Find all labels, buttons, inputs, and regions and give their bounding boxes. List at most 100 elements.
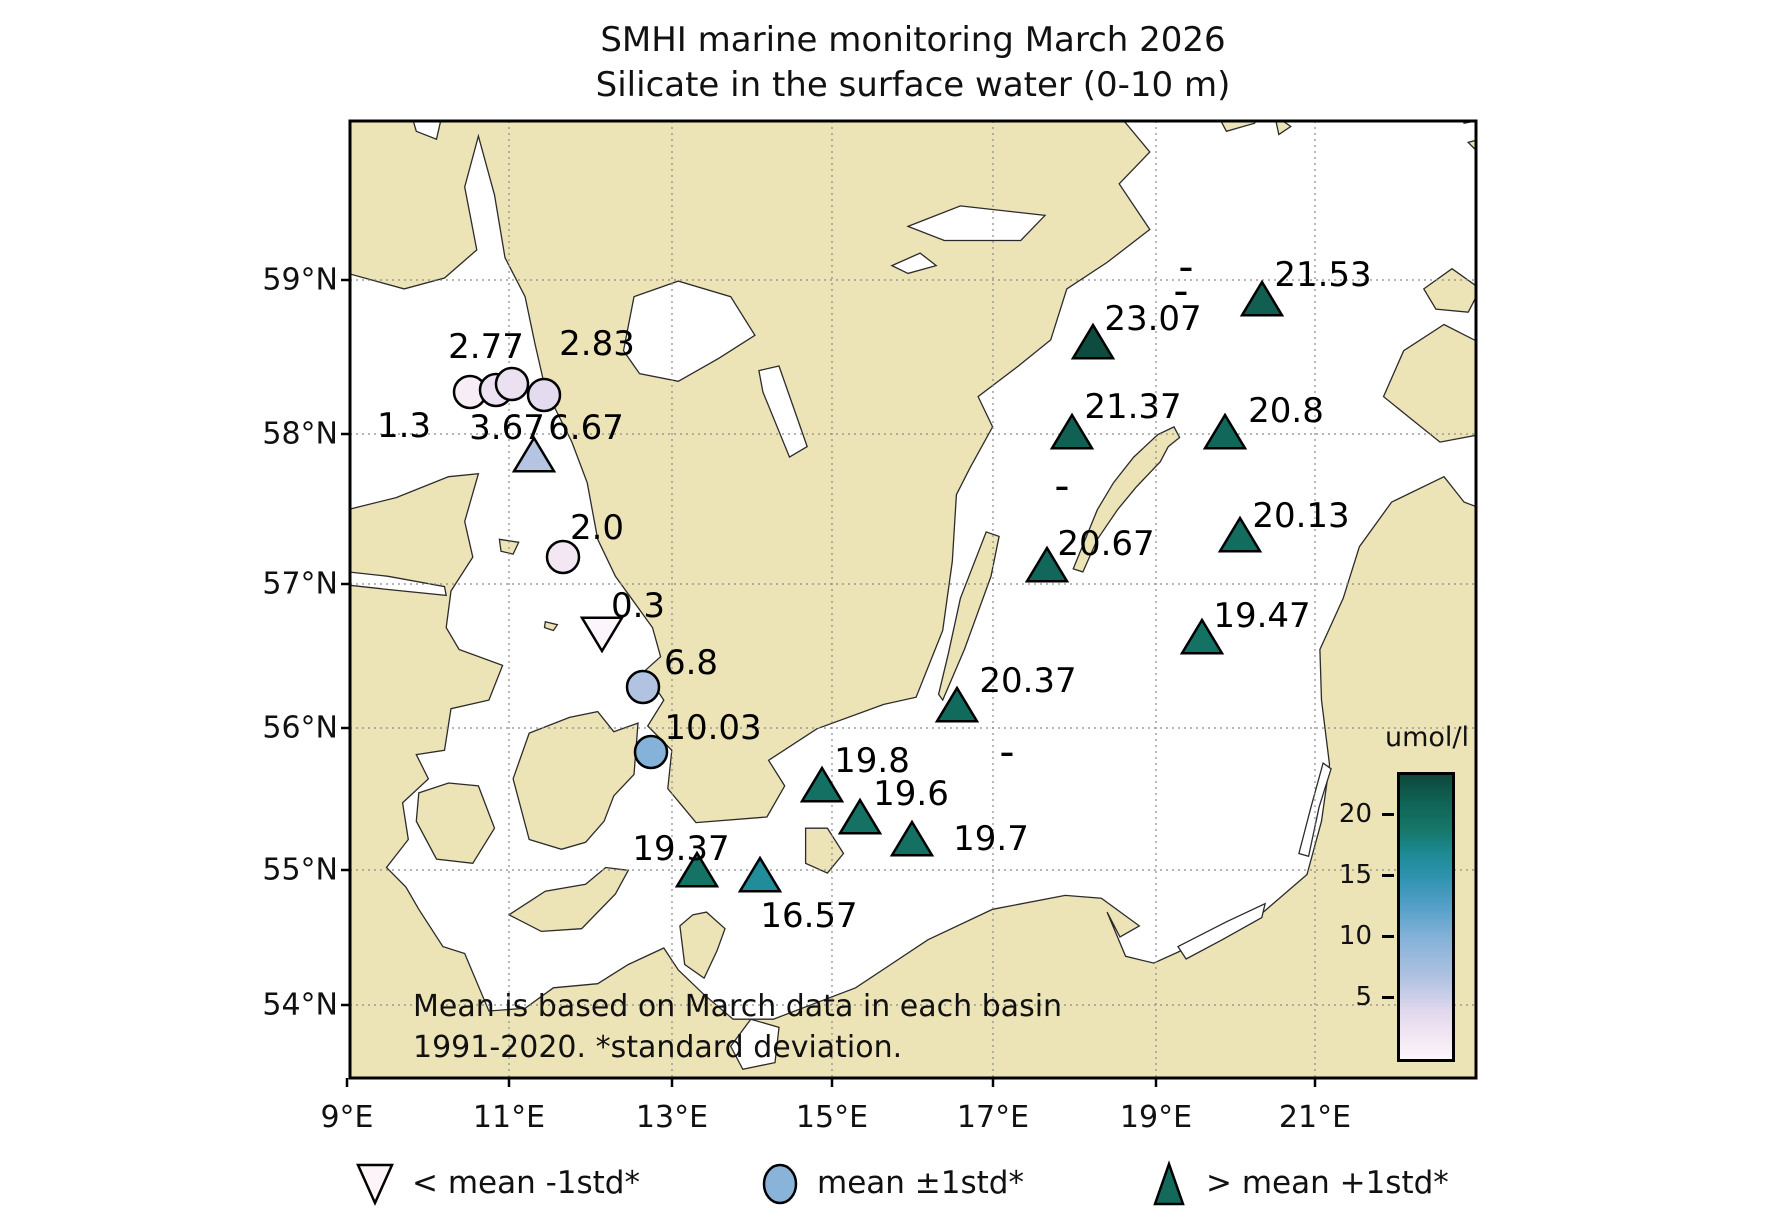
- station-value-label: 20.37: [979, 661, 1076, 701]
- colorbar: [1397, 772, 1455, 1062]
- x-tick-label-11degE: 11°E: [472, 1100, 546, 1135]
- station-markers: [452, 279, 1285, 893]
- land-laesoe: [498, 538, 520, 555]
- station-marker-circle: [526, 377, 562, 413]
- x-tick-label-19degE: 19°E: [1119, 1100, 1193, 1135]
- no-data-dash: -: [999, 727, 1014, 776]
- station-value-label: 20.13: [1252, 496, 1349, 536]
- land-funen: [415, 782, 496, 864]
- y-tick-label-56degN: 56°N: [262, 710, 338, 746]
- station-marker-triangle-up: [837, 797, 883, 835]
- grid-lines: [350, 121, 1476, 1078]
- colorbar-tick-mark: [1382, 934, 1394, 938]
- station-value-label: 21.37: [1084, 387, 1181, 427]
- land-mainland-south: [350, 472, 1476, 1078]
- water-vistula-lagoon: [1177, 902, 1267, 960]
- figure-title: SMHI marine monitoring March 2026 Silica…: [0, 18, 1773, 108]
- no-data-dash: -: [1173, 266, 1188, 315]
- water-curonian-lagoon: [1298, 762, 1332, 858]
- x-tick-label-21degE: 21°E: [1278, 1100, 1352, 1135]
- water-szczecin-lagoon: [729, 1018, 780, 1071]
- legend-item-above-mean: > mean +1std*: [1146, 1157, 1449, 1209]
- station-value-label: 19.6: [873, 774, 949, 814]
- station-marker-circle: [633, 734, 669, 770]
- station-marker-triangle-up: [1239, 279, 1285, 317]
- water-lake-hjalmaren: [890, 252, 938, 275]
- station-value-label: 2.83: [559, 324, 635, 364]
- station-marker-triangle-up: [1202, 412, 1248, 450]
- colorbar-tick-label-5: 5: [1355, 982, 1372, 1013]
- station-marker-triangle-up: [1024, 545, 1070, 583]
- colorbar-tick-mark: [1382, 995, 1394, 999]
- station-value-label: 1.3: [377, 406, 431, 446]
- x-tick-label-15degE: 15°E: [795, 1100, 869, 1135]
- legend-item-within-mean: mean ±1std*: [757, 1157, 1024, 1209]
- circle-icon: [762, 1163, 798, 1205]
- station-marker-triangle-up: [1049, 412, 1095, 450]
- station-marker-triangle-up: [511, 435, 557, 473]
- land-anholt: [543, 621, 559, 632]
- station-marker-triangle-up: [1070, 322, 1116, 360]
- station-value-label: 10.03: [664, 708, 761, 748]
- colorbar-tick-label-10: 10: [1338, 921, 1372, 952]
- station-value-label: 21.53: [1274, 255, 1371, 295]
- method-annotation-line2: 1991-2020. *standard deviation.: [413, 1030, 903, 1065]
- station-marker-triangle-up: [1179, 617, 1225, 655]
- station-value-label: 19.47: [1213, 596, 1310, 636]
- station-value-labels: 1.3 2.77 2.83 3.67 6.67 2.0 0.3 6.8 10.03 19.37 16…: [377, 242, 1372, 936]
- station-value-label: 6.67: [548, 408, 624, 448]
- station-marker-triangle-up: [1217, 515, 1263, 553]
- station-value-label: 2.0: [570, 508, 624, 548]
- station-value-label: 19.8: [834, 741, 910, 781]
- station-marker-triangle-up: [674, 850, 720, 888]
- land-gotland: [1072, 426, 1181, 573]
- axis-tick-marks: [341, 278, 1317, 1087]
- land-finnish-islet-2: [1466, 139, 1476, 152]
- x-tick-label-9degE: 9°E: [320, 1100, 374, 1135]
- station-value-label: 3.67: [469, 408, 545, 448]
- station-value-label: 0.3: [611, 586, 665, 626]
- station-marker-triangle-up: [934, 685, 980, 723]
- colorbar-tick-label-15: 15: [1338, 860, 1372, 891]
- legend-label-below-mean: < mean -1std*: [412, 1165, 640, 1201]
- legend-label-within-mean: mean ±1std*: [817, 1165, 1024, 1201]
- station-marker-circle: [545, 539, 581, 575]
- station-value-label: 20.67: [1057, 524, 1154, 564]
- station-marker-triangle-up: [737, 855, 783, 893]
- land-saaremaa: [1382, 323, 1476, 443]
- y-tick-label-54degN: 54°N: [262, 987, 338, 1023]
- land-aland-2: [1275, 121, 1292, 136]
- land-lolland-falster: [507, 866, 630, 933]
- station-marker-circle: [625, 669, 661, 705]
- station-marker-triangle-down: [579, 616, 625, 654]
- triangle-up-icon: [1153, 1160, 1185, 1206]
- land-scandinavia: [350, 121, 1151, 824]
- colorbar-tick-mark: [1382, 873, 1394, 877]
- land-zealand: [512, 710, 639, 850]
- figure-title-line2: Silicate in the surface water (0-10 m): [595, 65, 1231, 105]
- colorbar-tick-mark: [1382, 812, 1394, 816]
- method-annotation-line1: Mean is based on March data in each basi…: [413, 989, 1063, 1024]
- colorbar-tick-label-20: 20: [1338, 799, 1372, 830]
- station-marker-triangle-up: [799, 765, 845, 803]
- y-tick-label-57degN: 57°N: [262, 566, 338, 602]
- legend-label-above-mean: > mean +1std*: [1206, 1165, 1449, 1201]
- water-lake-vanern: [622, 280, 756, 382]
- land-bornholm: [804, 827, 845, 874]
- legend-item-below-mean: < mean -1std*: [352, 1157, 640, 1209]
- water-lake-malaren: [906, 205, 1047, 242]
- x-tick-label-17degE: 17°E: [956, 1100, 1030, 1135]
- station-value-label: 2.77: [448, 327, 524, 367]
- station-value-label: 6.8: [664, 643, 718, 683]
- triangle-down-icon: [356, 1163, 394, 1207]
- station-value-label: 16.57: [760, 896, 857, 936]
- station-value-label: 19.37: [632, 829, 729, 869]
- y-tick-label-59degN: 59°N: [262, 262, 338, 298]
- no-data-dash: -: [1054, 461, 1069, 510]
- land-oland: [937, 531, 1000, 702]
- y-tick-label-55degN: 55°N: [262, 852, 338, 888]
- station-marker-triangle-up: [889, 819, 935, 857]
- station-value-label: 19.7: [953, 819, 1029, 859]
